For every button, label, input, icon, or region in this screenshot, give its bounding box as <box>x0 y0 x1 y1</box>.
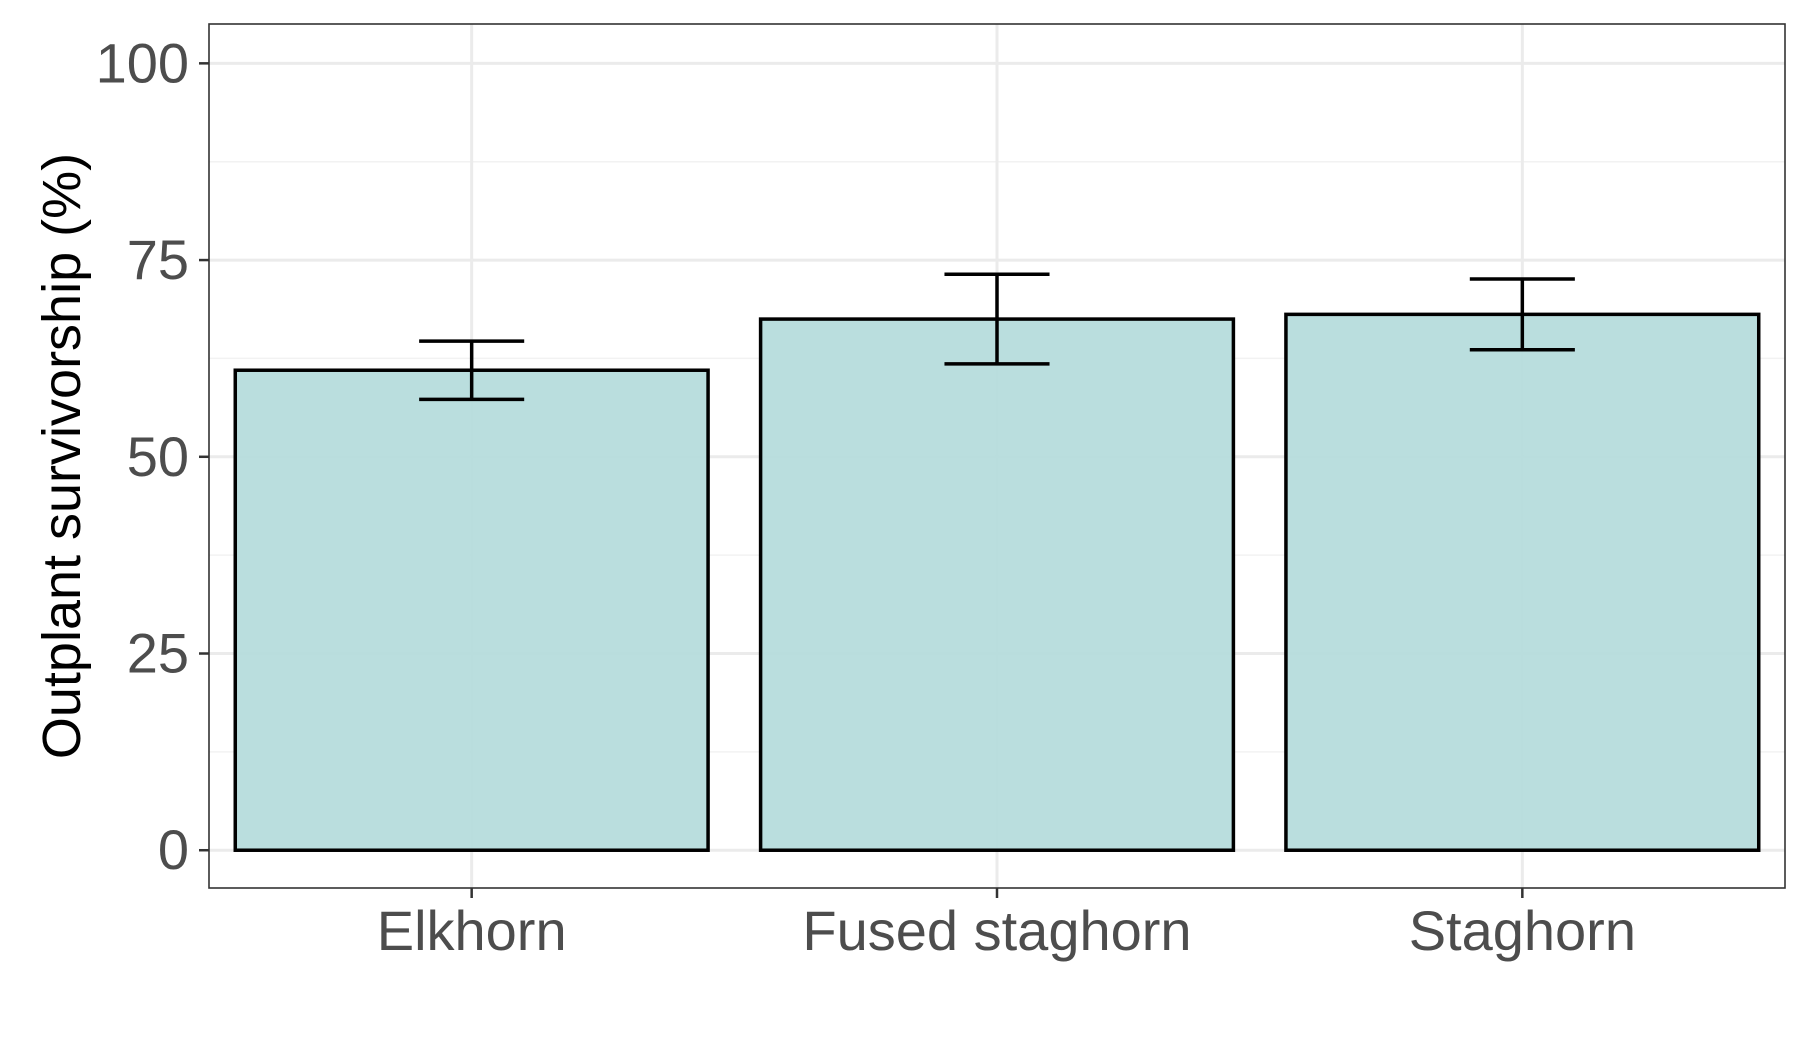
error-bar-staghorn <box>1469 277 1575 352</box>
bars-layer <box>233 312 1761 852</box>
y-axis: 0 25 50 75 100 <box>96 31 209 881</box>
error-bar-elkhorn <box>419 339 525 402</box>
y-tick-label: 25 <box>127 622 189 685</box>
x-axis: Elkhorn Fused staghorn Staghorn <box>377 888 1636 962</box>
bar-fused-staghorn <box>758 317 1236 852</box>
y-tick-label: 75 <box>127 228 189 291</box>
x-tick-label: Elkhorn <box>377 899 567 962</box>
error-bar-fused-staghorn <box>944 272 1050 366</box>
bar-elkhorn <box>233 368 710 852</box>
y-tick-label: 100 <box>96 31 189 94</box>
y-tick-label: 0 <box>158 818 189 881</box>
error-bars-layer <box>419 272 1575 402</box>
x-tick-label: Staghorn <box>1409 899 1636 962</box>
y-tick-label: 50 <box>127 425 189 488</box>
y-axis-title: Outplant survivorship (%) <box>32 153 92 759</box>
x-tick-label: Fused staghorn <box>802 899 1191 962</box>
bar-staghorn <box>1284 312 1761 852</box>
